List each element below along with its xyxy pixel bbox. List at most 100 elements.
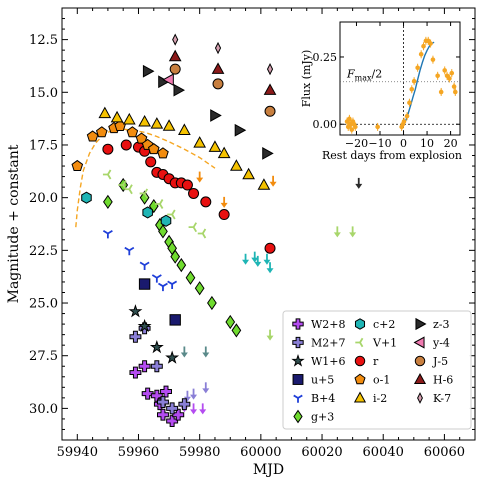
upper-limit-V+1 — [266, 329, 274, 341]
upper-limit-o-1 — [269, 175, 277, 187]
y-tick-label: 30.0 — [29, 402, 58, 417]
data-point-W2+8 — [129, 366, 142, 379]
inset-data-point — [451, 84, 457, 89]
data-point-M2+7 — [166, 402, 179, 415]
data-point-K-7 — [266, 62, 274, 76]
data-point-W2+8 — [156, 408, 169, 421]
legend-marker-g+3 — [293, 409, 303, 424]
data-point-i-2 — [242, 167, 255, 180]
series-u+5 — [138, 278, 181, 326]
data-point-K-7 — [172, 33, 179, 46]
series-y-4 — [162, 73, 174, 86]
series-r — [102, 139, 276, 254]
inset-data-point — [411, 78, 417, 84]
y-tick-label: 22.5 — [29, 244, 58, 259]
series-o-1 — [71, 119, 169, 171]
data-point-u+5 — [138, 278, 151, 290]
inset-y-axis-label: Flux (mJy) — [300, 50, 313, 108]
y-tick-label: 20.0 — [29, 191, 58, 206]
data-point-g+3 — [103, 194, 113, 210]
legend-label-W2+8: W2+8 — [311, 318, 346, 331]
upper-limit-W2+8 — [190, 403, 198, 415]
data-point-B+4 — [151, 274, 162, 283]
data-point-i-2 — [178, 123, 191, 135]
upper-limit-c+2 — [266, 262, 274, 274]
legend-marker-J-5 — [414, 355, 426, 367]
legend-marker-y-4 — [413, 336, 425, 349]
upper-limit-M2+7-head — [183, 396, 191, 402]
legend-label-g+3: g+3 — [311, 411, 334, 424]
data-point-g+3 — [207, 295, 217, 311]
data-point-c+2 — [160, 214, 172, 227]
series-c+2 — [81, 191, 172, 227]
x-tick-label: 59980 — [179, 445, 220, 460]
legend-label-z-3: z-3 — [433, 318, 450, 331]
y-tick-label: 27.5 — [29, 349, 58, 364]
legend-marker-c+2 — [354, 318, 366, 330]
inset-x-tick-label: 20 — [444, 137, 458, 150]
legend: W2+8 M2+7 W1+6 u+5 B+4 g+3 c+2 V+1 r o-1 i-2 z-3 y-4… — [282, 310, 472, 430]
inset-y-tick-label: 0.00 — [313, 118, 338, 131]
data-point-V+1 — [188, 222, 198, 233]
legend-marker-H-6 — [413, 372, 427, 385]
data-point-M2+7 — [156, 396, 169, 409]
data-point-W2+8 — [160, 385, 172, 398]
data-point-i-2 — [230, 159, 243, 171]
upper-limit-W1+6-head — [180, 352, 188, 358]
inset-data-point — [409, 86, 415, 92]
inset-x-tick-label: 10 — [420, 137, 434, 150]
inset-data-point — [442, 68, 448, 73]
inset-data-point — [407, 100, 412, 106]
series-V+1 — [102, 169, 207, 239]
upper-limit-V+1 — [349, 226, 357, 238]
upper-limit-c+2 — [254, 255, 262, 267]
inset-frame — [339, 21, 461, 136]
inset-model-curve — [402, 41, 435, 125]
upper-limit-M2+7 — [183, 390, 191, 402]
data-point-W1+6 — [128, 304, 143, 318]
inset-data-point — [404, 113, 410, 119]
data-point-i-2 — [208, 140, 222, 152]
legend-label-c+2: c+2 — [373, 318, 395, 331]
y-tick-label: 12.5 — [29, 33, 58, 48]
legend-marker-o-1 — [354, 373, 366, 385]
upper-limit-o-1-head — [220, 202, 228, 208]
data-point-o-1 — [86, 130, 99, 142]
data-point-r — [200, 196, 212, 208]
y-tick-label: 25.0 — [29, 297, 58, 312]
fit-curve — [75, 128, 216, 228]
data-point-z-3 — [234, 123, 247, 137]
upper-limit-c+2 — [251, 251, 259, 263]
y-axis-label: Magnitude + constant — [6, 144, 22, 303]
upper-limit-c+2-head — [242, 259, 250, 265]
data-point-r — [181, 179, 193, 191]
data-point-H-6 — [263, 83, 277, 95]
inset-data-point — [375, 124, 380, 130]
data-point-W1+6 — [149, 339, 164, 354]
data-point-M2+7 — [129, 330, 142, 343]
data-point-i-2 — [110, 110, 124, 123]
inset-x-tick-label: 0 — [400, 137, 407, 150]
upper-limit-M2+7-head — [202, 388, 210, 394]
data-point-g+3 — [231, 323, 242, 338]
upper-limit-W1+6 — [180, 346, 188, 358]
data-point-o-1 — [157, 147, 169, 159]
data-point-V+1 — [139, 188, 149, 199]
data-point-H-6 — [168, 49, 182, 62]
inset-data-point — [401, 119, 407, 124]
series-J-5 — [169, 63, 276, 117]
data-point-y-4 — [162, 73, 174, 86]
upper-limit-M2+7 — [202, 382, 210, 394]
data-point-i-2 — [257, 178, 271, 190]
series-W1+6 — [128, 304, 180, 364]
plot-frame — [61, 7, 476, 441]
data-point-c+2 — [81, 191, 92, 204]
y-tick-label: 17.5 — [29, 138, 58, 153]
legend-marker-W1+6 — [291, 353, 305, 367]
data-point-B+4 — [167, 280, 178, 290]
data-point-z-3 — [142, 64, 155, 78]
legend-marker-K-7 — [417, 392, 423, 404]
data-point-i-2 — [162, 119, 176, 131]
inset-data-point — [349, 127, 355, 132]
data-point-u+5 — [169, 314, 181, 326]
